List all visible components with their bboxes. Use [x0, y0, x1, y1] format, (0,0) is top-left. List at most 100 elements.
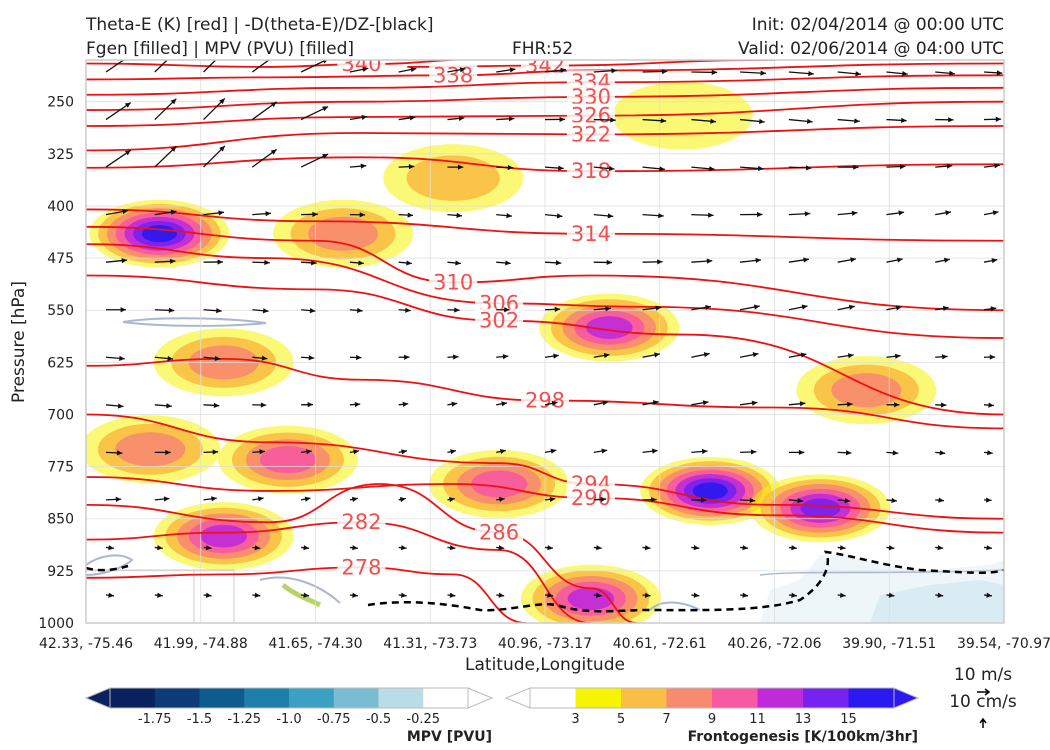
wind-vector	[251, 101, 277, 121]
wind-vector	[154, 145, 177, 168]
colorbar-segment	[757, 688, 804, 708]
x-tick-label: 39.90, -71.51	[842, 636, 936, 652]
wind-vector	[593, 400, 609, 406]
wind-vector	[203, 496, 217, 502]
theta-e-label: 310	[433, 270, 473, 294]
x-tick-label: 41.99, -74.88	[154, 636, 248, 652]
wind-vector	[496, 307, 510, 313]
wind-vector	[398, 496, 406, 503]
theta-e-contour	[86, 413, 1004, 520]
mpv-colorbar: -1.75 -1.5 -1.25 -1.0 -0.75 -0.5 -0.25	[84, 687, 494, 727]
wind-vector	[447, 67, 466, 73]
colorbar-segment	[154, 688, 200, 708]
theta-e-label-bg	[566, 485, 615, 508]
wind-vector	[301, 449, 312, 455]
wind-vector	[154, 592, 163, 598]
theta-e-label: 322	[571, 122, 611, 146]
wind-vector	[203, 545, 212, 551]
x-tick-label: 41.31, -73.73	[383, 636, 477, 652]
wind-vector	[642, 68, 668, 75]
mpv-colorbar-title: MPV [PVU]	[407, 729, 492, 745]
wind-vector	[886, 497, 898, 504]
x-tick-label: 40.61, -72.61	[613, 636, 707, 652]
wind-vector	[935, 70, 955, 76]
wind-vector	[935, 402, 947, 408]
y-tick-label: 475	[47, 251, 74, 267]
colorbar-tick: 3	[571, 712, 579, 727]
wind-vector	[740, 257, 762, 264]
wind-vector	[105, 209, 129, 216]
wind-vector	[154, 403, 172, 409]
wind-vector	[691, 400, 709, 406]
wind-vector	[886, 163, 906, 170]
theta-e-label: 338	[433, 63, 473, 87]
colorbar-tick: 11	[749, 712, 766, 727]
quiver-key-label-vertical: 10 cm/s	[949, 692, 1017, 712]
wind-vector	[301, 211, 318, 217]
wind-vector	[691, 497, 707, 503]
wind-vector	[642, 213, 664, 219]
wind-vector	[544, 545, 554, 551]
wind-vector	[496, 164, 514, 171]
stability-contours	[86, 550, 1004, 613]
theta-e-label-bg	[475, 308, 524, 331]
colorbar-tick: -1.0	[276, 712, 301, 727]
theta-e-label-bg	[566, 221, 615, 244]
init-time: Init: 02/04/2014 @ 00:00 UTC	[752, 15, 1004, 35]
theta-e-label: 298	[525, 389, 565, 413]
wind-vector	[837, 592, 846, 598]
wind-vector	[154, 545, 163, 551]
colorbar-segment	[110, 688, 156, 708]
wind-vector	[252, 402, 267, 408]
stability-contour	[86, 564, 129, 572]
title-left-1: Theta-E (K) [red] | -D(theta-E)/DZ-[blac…	[85, 15, 434, 35]
wind-vector	[593, 68, 617, 74]
wind-vector	[349, 114, 368, 121]
wind-vector	[935, 163, 953, 169]
wind-vector	[203, 97, 226, 121]
colorbar-extend	[84, 687, 111, 709]
title-left-2: Fgen [filled] | MPV (PVU) [filled]	[86, 39, 354, 59]
wind-vector	[544, 116, 565, 122]
frontogenesis-level	[585, 316, 633, 339]
wind-vector	[251, 148, 277, 168]
wind-vector	[203, 592, 212, 598]
x-tick-label: 41.65, -74.30	[268, 636, 362, 652]
theta-e-contour	[86, 483, 637, 623]
wind-vector	[935, 592, 944, 598]
wind-vector	[740, 449, 757, 455]
theta-e-label-bg	[337, 510, 386, 533]
wind-vector	[447, 592, 456, 598]
frontogenesis-level	[692, 482, 728, 500]
wind-vector	[301, 308, 316, 314]
wind-vector	[496, 116, 515, 122]
wind-vector	[203, 308, 222, 314]
wind-vector	[203, 355, 221, 362]
wind-vectors	[105, 60, 1003, 598]
colorbar-segment	[333, 688, 379, 708]
wind-vector	[496, 354, 509, 360]
stability-contour	[367, 550, 1004, 613]
wind-vector	[349, 66, 369, 73]
wind-vector	[447, 260, 461, 266]
wind-vector	[788, 592, 797, 598]
wind-vector	[837, 210, 858, 216]
theta-e-label-bg	[566, 159, 615, 182]
theta-e-contour	[86, 357, 1004, 430]
wind-vector	[740, 70, 767, 76]
theta-e-label-bg	[337, 60, 386, 75]
theta-e-label-bg	[429, 270, 478, 293]
wind-vector	[349, 354, 362, 361]
wind-vector	[154, 258, 176, 264]
wind-vector	[691, 304, 712, 311]
colorbar-segment	[848, 688, 895, 708]
colorbar-segment	[712, 688, 758, 708]
theta-e-label-bg	[566, 84, 615, 107]
wind-vector	[447, 115, 465, 121]
wind-vector	[398, 66, 417, 73]
wind-vector	[788, 257, 809, 263]
wind-vector	[301, 260, 317, 266]
theta-e-contour	[86, 208, 1004, 242]
